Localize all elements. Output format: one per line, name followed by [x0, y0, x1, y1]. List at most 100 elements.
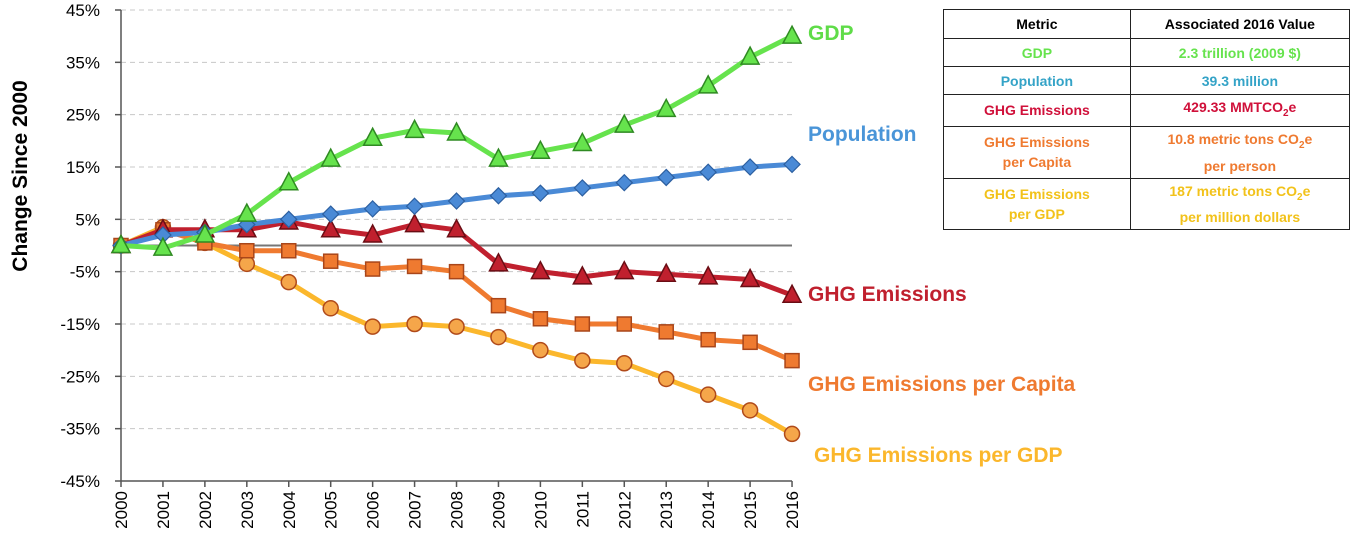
- series-label-population: Population: [808, 123, 917, 146]
- data-point: [574, 316, 591, 332]
- data-point: [322, 300, 339, 317]
- data-point: [320, 218, 341, 238]
- x-tick-label: 2010: [531, 491, 550, 529]
- data-point: [781, 283, 803, 303]
- x-tick-label: 2012: [615, 491, 634, 529]
- data-point: [572, 131, 593, 152]
- series-label-ghg-emissions-per-gdp: GHG Emissions per GDP: [814, 444, 1063, 467]
- metric-cell: GDP: [943, 38, 1131, 67]
- table-row: Population 39.3 million: [943, 66, 1351, 95]
- data-point: [616, 355, 633, 372]
- data-point: [488, 252, 509, 272]
- value-cell: 2.3 trillion (2009 $): [1129, 38, 1351, 67]
- x-tick-label: 2004: [280, 491, 299, 529]
- series-gdp: [110, 24, 803, 256]
- table-header-row: Metric Associated 2016 Value: [943, 9, 1351, 39]
- data-point: [404, 212, 425, 233]
- value-cell: 39.3 million: [1129, 66, 1351, 95]
- data-point: [783, 425, 801, 443]
- data-point: [152, 236, 174, 256]
- data-point: [320, 147, 341, 167]
- x-tick-label: 2015: [741, 491, 760, 529]
- data-point: [531, 184, 550, 203]
- data-point: [278, 171, 300, 191]
- value-cell: 187 metric tons CO2e per million dollars: [1129, 177, 1351, 231]
- y-tick-label: 15%: [66, 158, 100, 177]
- data-point: [530, 139, 551, 160]
- x-tick-labels: 2000 2001 2002 2003 2004 2005 2006 2007 2008 2009…: [112, 491, 802, 529]
- data-point: [322, 253, 339, 269]
- data-point: [742, 334, 758, 351]
- data-point: [488, 147, 509, 167]
- data-point: [281, 242, 297, 259]
- y-tick-label: -15%: [60, 315, 100, 334]
- metric-name-line2: per Capita: [1002, 154, 1072, 171]
- x-tick-label: 2006: [364, 491, 383, 529]
- y-tick-labels: -45% -35% -25% -15% -5% 5% 15% 25% 35% 45%: [60, 1, 100, 491]
- x-tick-label: 2011: [573, 491, 592, 528]
- x-tick-label: 2016: [783, 491, 802, 529]
- data-point: [784, 352, 800, 369]
- data-point: [572, 265, 593, 285]
- data-point: [699, 386, 717, 403]
- data-point: [321, 205, 340, 223]
- metric-cell: GHG Emissions per GDP: [943, 177, 1131, 231]
- y-tick-label: 5%: [75, 210, 100, 229]
- value-column-header: Associated 2016 Value: [1129, 9, 1351, 39]
- data-point: [614, 113, 635, 133]
- y-tick-label: -25%: [60, 367, 100, 386]
- series-lines: [110, 24, 803, 443]
- series-line: [120, 33, 794, 251]
- x-tick-label: 2008: [448, 491, 467, 529]
- data-point: [699, 163, 718, 182]
- x-tick-label: 2001: [154, 491, 173, 529]
- x-tick-label: 2007: [406, 491, 425, 529]
- data-point: [446, 121, 467, 141]
- y-tick-label: 35%: [66, 53, 100, 72]
- data-point: [530, 260, 551, 280]
- data-point: [490, 328, 507, 346]
- metric-name: GHG Emissions: [983, 185, 1090, 202]
- data-point: [697, 265, 719, 285]
- y-tick-label: -5%: [70, 263, 100, 282]
- data-point: [236, 202, 258, 222]
- series-ghg-emissions: [110, 210, 803, 303]
- data-point: [279, 210, 298, 229]
- data-point: [363, 200, 382, 218]
- metric-name: GHG Emissions: [983, 134, 1090, 151]
- series-population: [112, 155, 801, 255]
- data-point: [239, 242, 255, 259]
- data-point: [573, 179, 592, 197]
- data-point: [739, 267, 761, 288]
- data-point: [194, 223, 216, 243]
- data-point: [658, 324, 674, 340]
- data-point: [574, 352, 591, 369]
- table-row: GHG Emissions per Capita 10.8 metric tons …: [943, 125, 1351, 179]
- data-point: [489, 186, 508, 205]
- data-point: [404, 118, 425, 139]
- metric-cell: GHG Emissions per Capita: [943, 125, 1131, 179]
- series-label-ghg-emissions-per-capita: GHG Emissions per Capita: [808, 373, 1076, 396]
- value-text: 2.3 trillion (2009 $): [1178, 44, 1301, 61]
- data-point: [238, 255, 256, 273]
- data-point: [697, 74, 719, 94]
- value-text: 39.3 million: [1201, 72, 1278, 89]
- y-tick-label: 25%: [66, 106, 100, 125]
- value-text: 10.8 metric tons CO2e: [1167, 130, 1313, 151]
- data-point: [781, 24, 803, 44]
- data-point: [700, 331, 716, 348]
- metric-name: GDP: [1021, 44, 1053, 61]
- x-tick-label: 2013: [657, 491, 676, 529]
- data-point: [657, 370, 675, 388]
- data-point: [362, 126, 383, 146]
- data-point: [655, 262, 677, 283]
- data-point: [364, 261, 381, 277]
- table-row: GDP 2.3 trillion (2009 $): [943, 38, 1351, 67]
- value-text-line2: per million dollars: [1179, 209, 1301, 226]
- data-point: [655, 97, 677, 118]
- metric-name: Population: [1000, 72, 1074, 89]
- data-point: [783, 155, 801, 174]
- x-tick-label: 2000: [112, 491, 131, 529]
- data-point: [532, 341, 549, 359]
- metric-cell: GHG Emissions: [943, 94, 1131, 127]
